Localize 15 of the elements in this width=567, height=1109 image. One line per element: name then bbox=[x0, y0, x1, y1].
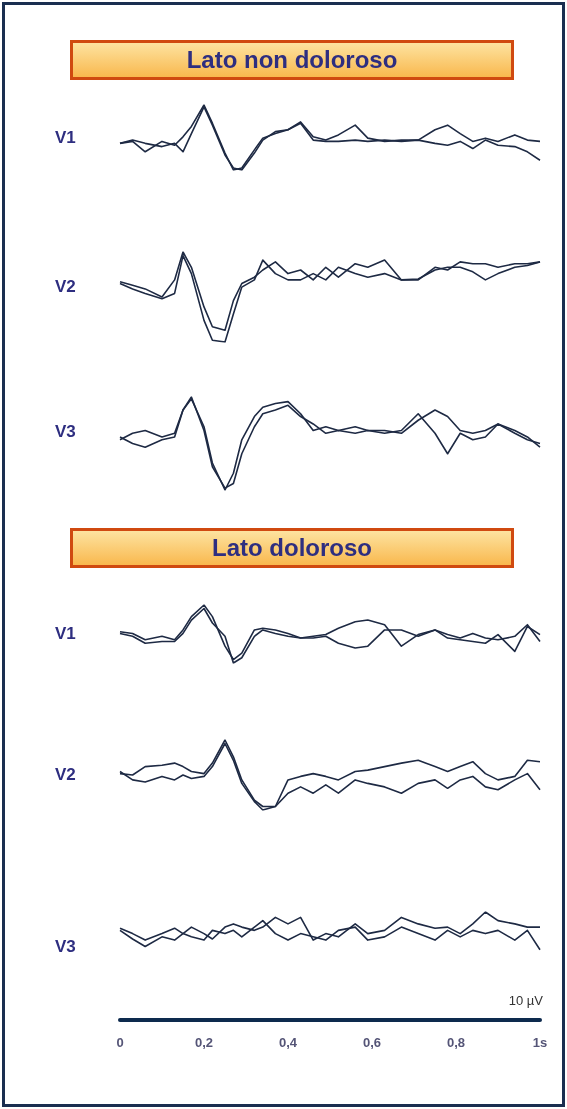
y-axis-title: V1 bbox=[55, 624, 76, 643]
chart-title: Lato doloroso bbox=[70, 528, 514, 568]
y-axis-title: V3 bbox=[55, 937, 76, 956]
y-axis-title: V1 bbox=[55, 127, 76, 147]
y-axis-title: V2 bbox=[55, 765, 76, 784]
y-axis-title: V2 bbox=[55, 277, 76, 296]
x-tick-label: 0,4 bbox=[278, 1035, 298, 1050]
y-axis-title: V3 bbox=[55, 422, 76, 441]
chart-title: Lato non doloroso bbox=[70, 40, 514, 80]
x-tick-label: 0,8 bbox=[446, 1035, 466, 1050]
x-tick-label: 0 bbox=[116, 1035, 124, 1050]
x-tick-label: 0,2 bbox=[194, 1035, 214, 1050]
x-tick-label: 0,6 bbox=[362, 1035, 382, 1050]
x-tick-label: 1s bbox=[532, 1035, 548, 1050]
annotation: 10 µV bbox=[508, 993, 544, 1008]
